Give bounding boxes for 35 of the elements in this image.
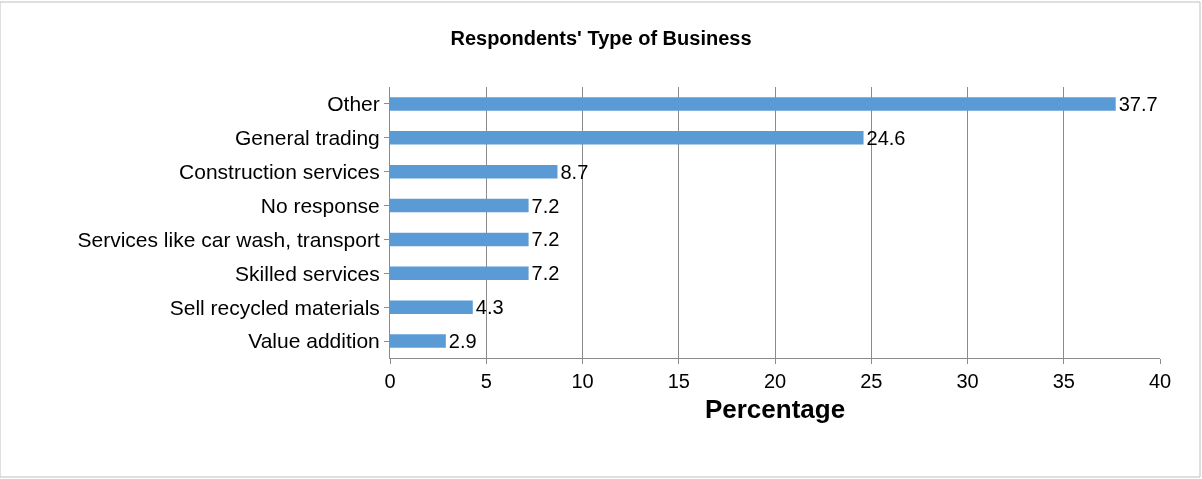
x-tick-label: 25	[860, 370, 883, 392]
x-tick-label: 0	[384, 370, 396, 392]
data-label: 4.3	[475, 296, 504, 319]
bar	[390, 131, 864, 145]
data-label: 7.2	[531, 228, 560, 251]
data-label: 8.7	[560, 160, 589, 183]
data-label: 7.2	[531, 262, 560, 285]
y-tick-label: Sell recycled materials	[169, 295, 380, 319]
x-tick-label: 30	[956, 370, 979, 392]
bar	[390, 300, 473, 314]
y-tick-label: General trading	[235, 126, 380, 150]
bar	[390, 198, 529, 213]
data-label: 2.9	[448, 330, 477, 353]
x-tick-label: 35	[1052, 370, 1075, 392]
x-tick-label: 5	[480, 370, 492, 392]
bar	[390, 232, 529, 247]
x-tick-label: 10	[571, 370, 594, 392]
bar	[390, 266, 529, 281]
x-axis-title: Percentage	[704, 393, 846, 424]
bar	[390, 164, 558, 179]
y-tick-label: Other	[327, 92, 380, 116]
y-tick-label: Construction services	[179, 160, 380, 184]
x-tick-label: 15	[667, 370, 690, 392]
bar	[390, 334, 446, 348]
data-label: 24.6	[866, 126, 906, 149]
chart-title: Respondents' Type of Business	[450, 27, 752, 50]
bar	[390, 97, 1116, 111]
x-tick-label: 40	[1148, 370, 1172, 392]
data-label: 37.7	[1118, 92, 1158, 115]
y-tick-label: Services like car wash, transport	[77, 227, 380, 251]
y-tick-label: Value addition	[248, 329, 380, 353]
data-label: 7.2	[531, 194, 560, 217]
x-tick-label: 20	[763, 370, 787, 392]
y-tick-label: Skilled services	[235, 261, 380, 285]
y-tick-label: No response	[260, 193, 380, 217]
